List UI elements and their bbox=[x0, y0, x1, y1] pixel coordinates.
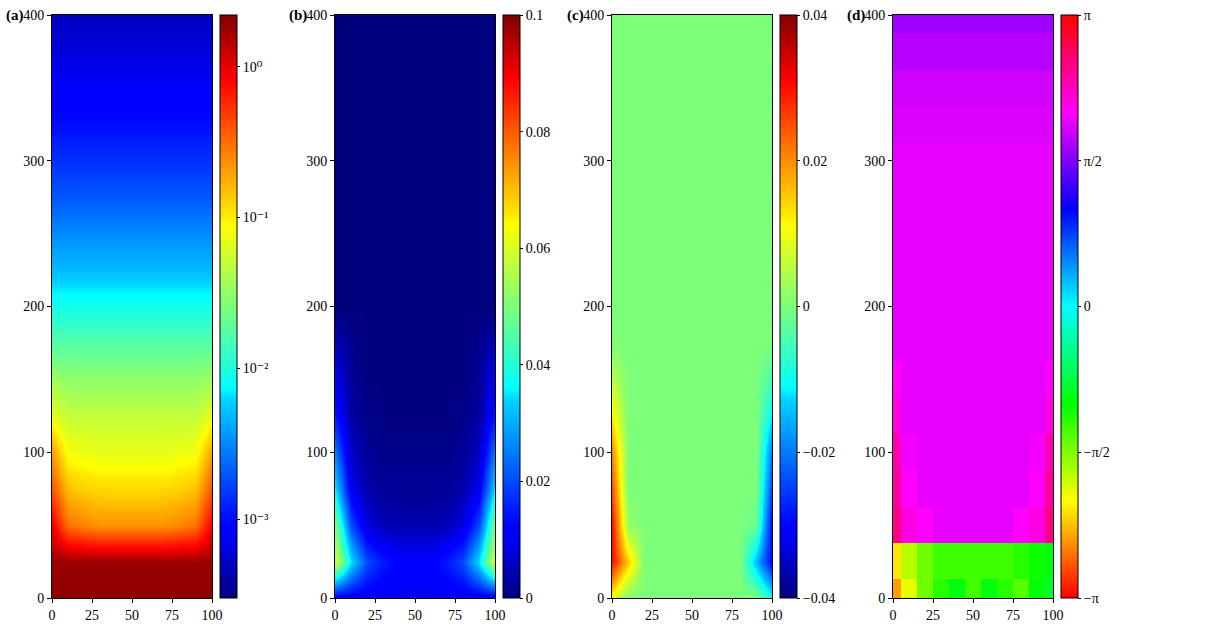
svg-text:0: 0 bbox=[803, 299, 810, 314]
svg-text:400: 400 bbox=[583, 8, 604, 23]
svg-text:10⁻¹: 10⁻¹ bbox=[243, 210, 269, 225]
svg-text:100: 100 bbox=[202, 608, 223, 623]
svg-text:200: 200 bbox=[583, 299, 604, 314]
svg-text:−π: −π bbox=[1084, 591, 1099, 606]
svg-text:100: 100 bbox=[485, 608, 506, 623]
svg-text:100: 100 bbox=[306, 445, 327, 460]
svg-text:50: 50 bbox=[966, 608, 980, 623]
svg-text:(a): (a) bbox=[6, 7, 24, 24]
svg-text:200: 200 bbox=[306, 299, 327, 314]
svg-text:50: 50 bbox=[685, 608, 699, 623]
svg-text:0: 0 bbox=[597, 591, 604, 606]
svg-text:10⁰: 10⁰ bbox=[243, 60, 263, 75]
svg-text:0: 0 bbox=[332, 608, 339, 623]
svg-text:100: 100 bbox=[1043, 608, 1064, 623]
svg-text:π: π bbox=[1084, 8, 1091, 23]
svg-text:0: 0 bbox=[49, 608, 56, 623]
svg-text:10⁻²: 10⁻² bbox=[243, 361, 269, 376]
svg-text:(c): (c) bbox=[567, 7, 584, 24]
svg-text:−π/2: −π/2 bbox=[1084, 445, 1110, 460]
svg-text:0.02: 0.02 bbox=[526, 474, 551, 489]
svg-text:50: 50 bbox=[408, 608, 422, 623]
svg-text:75: 75 bbox=[725, 608, 739, 623]
svg-text:100: 100 bbox=[864, 445, 885, 460]
svg-text:0.04: 0.04 bbox=[526, 358, 551, 373]
svg-text:10⁻³: 10⁻³ bbox=[243, 512, 269, 527]
svg-text:−0.02: −0.02 bbox=[803, 445, 835, 460]
svg-text:0.06: 0.06 bbox=[526, 241, 551, 256]
svg-text:(d): (d) bbox=[847, 7, 865, 24]
svg-text:0.02: 0.02 bbox=[803, 154, 828, 169]
svg-text:200: 200 bbox=[23, 299, 44, 314]
svg-text:0: 0 bbox=[526, 591, 533, 606]
svg-text:100: 100 bbox=[23, 445, 44, 460]
svg-text:75: 75 bbox=[448, 608, 462, 623]
svg-text:0: 0 bbox=[890, 608, 897, 623]
svg-text:100: 100 bbox=[583, 445, 604, 460]
svg-text:0: 0 bbox=[320, 591, 327, 606]
svg-text:400: 400 bbox=[306, 8, 327, 23]
svg-text:0: 0 bbox=[1084, 299, 1091, 314]
svg-text:0: 0 bbox=[878, 591, 885, 606]
svg-text:−0.04: −0.04 bbox=[803, 591, 835, 606]
svg-text:0: 0 bbox=[609, 608, 616, 623]
svg-text:300: 300 bbox=[306, 154, 327, 169]
svg-text:300: 300 bbox=[583, 154, 604, 169]
svg-text:300: 300 bbox=[23, 154, 44, 169]
svg-text:25: 25 bbox=[85, 608, 99, 623]
svg-text:400: 400 bbox=[23, 8, 44, 23]
svg-text:0.08: 0.08 bbox=[526, 125, 551, 140]
svg-text:π/2: π/2 bbox=[1084, 154, 1102, 169]
svg-text:25: 25 bbox=[645, 608, 659, 623]
svg-text:0.04: 0.04 bbox=[803, 8, 828, 23]
svg-text:25: 25 bbox=[368, 608, 382, 623]
svg-text:75: 75 bbox=[165, 608, 179, 623]
svg-text:50: 50 bbox=[125, 608, 139, 623]
svg-text:0: 0 bbox=[37, 591, 44, 606]
svg-text:100: 100 bbox=[762, 608, 783, 623]
svg-text:400: 400 bbox=[864, 8, 885, 23]
svg-text:75: 75 bbox=[1006, 608, 1020, 623]
svg-text:(b): (b) bbox=[289, 7, 307, 24]
svg-text:200: 200 bbox=[864, 299, 885, 314]
svg-text:300: 300 bbox=[864, 154, 885, 169]
svg-text:25: 25 bbox=[926, 608, 940, 623]
svg-text:0.1: 0.1 bbox=[526, 8, 544, 23]
